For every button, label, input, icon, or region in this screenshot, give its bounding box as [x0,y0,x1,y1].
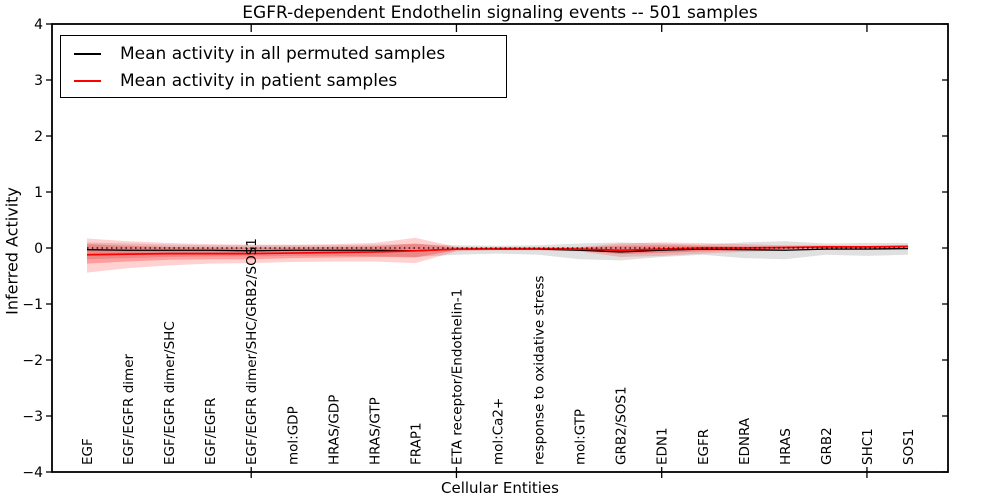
x-tick-label: EGF/EGFR dimer/SHC/GRB2/SOS1 [244,238,260,465]
x-tick-label: EDNRA [737,417,753,465]
y-axis-label: Inferred Activity [2,187,22,315]
x-tick-label: EGF/EGFR dimer/SHC [162,321,178,465]
legend-label: Mean activity in all permuted samples [120,43,446,64]
y-tick-label: 4 [34,17,43,33]
x-tick-label: HRAS/GDP [326,395,342,465]
y-tick-label: 2 [34,129,43,145]
plot-frame [51,23,949,473]
legend-entry-patient: Mean activity in patient samples [74,67,506,94]
x-tick-label: EGF [80,438,96,465]
x-tick-label: GRB2/SOS1 [614,386,630,465]
y-tick-label: −1 [22,297,43,313]
patient-mean-line [86,245,909,256]
y-tick-label: 0 [34,241,43,257]
y-tick-label: −3 [22,409,43,425]
x-tick-label: SHC1 [860,428,876,465]
x-tick-label: ETA receptor/Endothelin-1 [449,289,465,465]
band-1-patient [87,237,908,273]
legend-label: Mean activity in patient samples [120,70,398,91]
legend: Mean activity in all permuted samples Me… [60,35,507,98]
y-tick-label: 3 [34,73,43,89]
x-tick-label: EGFR [696,429,712,465]
legend-line-swatch-red [74,79,101,82]
x-tick-label: mol:GTP [573,409,589,465]
chart-title: EGFR-dependent Endothelin signaling even… [242,3,758,23]
x-axis-label: Cellular Entities [441,479,559,497]
x-tick-label: EDN1 [655,427,671,465]
band-0-permuted [87,241,908,261]
x-tick-label: EGF/EGFR [203,398,219,465]
x-tick-label: SOS1 [901,429,917,465]
x-tick-label: EGF/EGFR dimer [121,353,137,465]
x-tick-label: response to oxidative stress [532,276,548,465]
x-tick-label: HRAS/GTP [367,397,383,465]
y-tick-label: −4 [22,465,43,481]
x-tick-label: HRAS [778,428,794,465]
legend-entry-permuted: Mean activity in all permuted samples [74,40,506,67]
y-tick-label: −2 [22,353,43,369]
x-tick-label: GRB2 [819,427,835,465]
x-tick-label: mol:Ca2+ [491,398,507,465]
x-tick-label: mol:GDP [285,406,301,465]
y-tick-label: 1 [34,185,43,201]
x-tick-label: FRAP1 [408,422,424,465]
legend-line-swatch-black [74,52,101,55]
